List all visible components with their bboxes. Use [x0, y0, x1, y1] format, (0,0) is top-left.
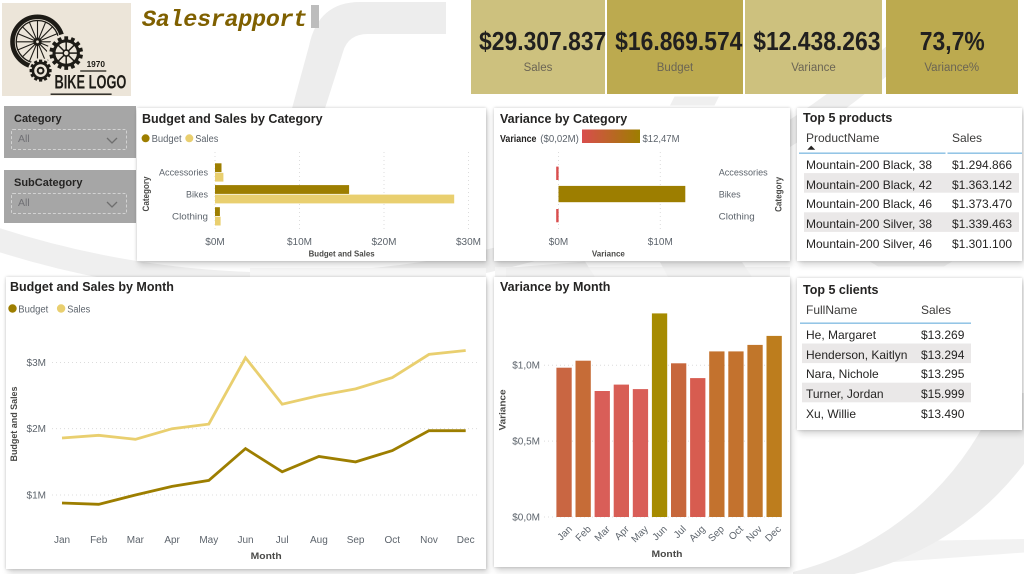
svg-text:$1.301.100: $1.301.100: [952, 237, 1012, 251]
svg-text:Jun: Jun: [237, 535, 253, 546]
svg-text:Nov: Nov: [744, 524, 764, 544]
svg-text:Bikes: Bikes: [186, 190, 208, 201]
svg-text:$10M: $10M: [648, 237, 673, 248]
svg-text:Feb: Feb: [574, 524, 594, 544]
svg-text:$13.295: $13.295: [921, 367, 965, 381]
svg-text:Dec: Dec: [457, 535, 475, 546]
svg-text:Category: Category: [141, 176, 152, 212]
svg-text:Variance: Variance: [500, 134, 537, 145]
svg-text:$30M: $30M: [456, 237, 481, 248]
svg-text:$13.490: $13.490: [921, 407, 965, 421]
svg-text:$1.339.463: $1.339.463: [952, 217, 1012, 231]
svg-text:Month: Month: [251, 551, 282, 562]
svg-text:Budget and Sales: Budget and Sales: [9, 387, 20, 462]
svg-text:Clothing: Clothing: [172, 212, 208, 223]
svg-text:May: May: [630, 524, 651, 545]
svg-text:Mar: Mar: [127, 535, 145, 546]
svg-text:Variance: Variance: [498, 390, 509, 431]
svg-text:$13.294: $13.294: [921, 348, 965, 362]
svg-text:Henderson, Kaitlyn: Henderson, Kaitlyn: [806, 348, 907, 362]
svg-text:Mountain-200 Black, 38: Mountain-200 Black, 38: [806, 158, 932, 172]
svg-text:Top 5 products: Top 5 products: [803, 111, 892, 125]
svg-text:$20M: $20M: [371, 237, 396, 248]
svg-text:$12,47M: $12,47M: [643, 134, 680, 145]
svg-text:Turner, Jordan: Turner, Jordan: [806, 387, 884, 401]
svg-text:ProductName: ProductName: [806, 131, 880, 145]
svg-text:Mountain-200 Black, 46: Mountain-200 Black, 46: [806, 197, 932, 211]
svg-text:May: May: [199, 535, 218, 546]
svg-text:Bikes: Bikes: [719, 190, 741, 201]
svg-text:$10M: $10M: [287, 237, 312, 248]
svg-text:$0M: $0M: [205, 237, 224, 248]
svg-text:Nara, Nichole: Nara, Nichole: [806, 367, 879, 381]
svg-text:$1.373.470: $1.373.470: [952, 197, 1012, 211]
svg-text:Budget and Sales by Category: Budget and Sales by Category: [142, 112, 323, 126]
svg-text:Sales: Sales: [952, 131, 982, 145]
svg-text:Jan: Jan: [54, 535, 70, 546]
svg-text:Mountain-200 Black, 42: Mountain-200 Black, 42: [806, 178, 932, 192]
svg-text:Mountain-200 Silver, 46: Mountain-200 Silver, 46: [806, 237, 932, 251]
svg-text:Xu, Willie: Xu, Willie: [806, 407, 856, 421]
svg-text:Jul: Jul: [672, 524, 689, 541]
svg-text:$2M: $2M: [27, 424, 46, 435]
svg-text:Apr: Apr: [164, 535, 180, 546]
svg-text:$1M: $1M: [27, 491, 46, 502]
svg-text:Aug: Aug: [310, 535, 328, 546]
svg-text:$1.294.866: $1.294.866: [952, 158, 1012, 172]
svg-text:Budget: Budget: [152, 134, 182, 145]
svg-text:Mountain-200 Silver, 38: Mountain-200 Silver, 38: [806, 217, 932, 231]
svg-text:$0,5M: $0,5M: [512, 437, 540, 448]
svg-text:$1,0M: $1,0M: [512, 361, 540, 372]
svg-text:Budget and Sales by Month: Budget and Sales by Month: [10, 280, 174, 294]
svg-text:1970: 1970: [87, 59, 106, 69]
svg-text:($0,02M): ($0,02M): [540, 134, 579, 145]
svg-text:Month: Month: [652, 549, 683, 560]
svg-text:Budget and Sales: Budget and Sales: [309, 249, 375, 259]
svg-text:Clothing: Clothing: [719, 212, 755, 223]
svg-text:Sep: Sep: [347, 535, 365, 546]
svg-text:$3M: $3M: [27, 358, 46, 369]
svg-text:Sep: Sep: [706, 524, 727, 545]
svg-text:Oct: Oct: [385, 535, 401, 546]
svg-text:Category: Category: [773, 176, 784, 212]
svg-text:$0M: $0M: [549, 237, 568, 248]
svg-text:Apr: Apr: [613, 524, 632, 543]
svg-text:He, Margaret: He, Margaret: [806, 328, 877, 342]
svg-text:Oct: Oct: [727, 524, 746, 543]
svg-text:Nov: Nov: [420, 535, 438, 546]
svg-text:Dec: Dec: [763, 524, 783, 544]
svg-text:Variance: Variance: [592, 249, 625, 259]
svg-text:Sales: Sales: [195, 134, 218, 145]
svg-text:Sales: Sales: [921, 303, 951, 317]
svg-text:Sales: Sales: [67, 304, 90, 315]
svg-text:Variance by Category: Variance by Category: [500, 112, 627, 126]
svg-text:$13.269: $13.269: [921, 328, 965, 342]
svg-text:Budget: Budget: [18, 304, 48, 315]
svg-text:$1.363.142: $1.363.142: [952, 178, 1012, 192]
svg-text:Top 5 clients: Top 5 clients: [803, 283, 879, 297]
svg-text:Jul: Jul: [276, 535, 289, 546]
svg-text:$15.999: $15.999: [921, 387, 965, 401]
svg-text:Aug: Aug: [687, 524, 707, 544]
svg-text:FullName: FullName: [806, 303, 858, 317]
svg-text:Feb: Feb: [90, 535, 108, 546]
svg-text:Jan: Jan: [556, 524, 575, 543]
svg-text:Variance by Month: Variance by Month: [500, 280, 610, 294]
svg-text:Jun: Jun: [651, 524, 670, 543]
svg-text:Accessories: Accessories: [719, 167, 768, 178]
svg-text:BIKE LOGO: BIKE LOGO: [55, 72, 127, 93]
svg-text:Accessories: Accessories: [159, 167, 208, 178]
svg-text:Mar: Mar: [593, 524, 613, 544]
svg-text:$0,0M: $0,0M: [512, 512, 540, 523]
